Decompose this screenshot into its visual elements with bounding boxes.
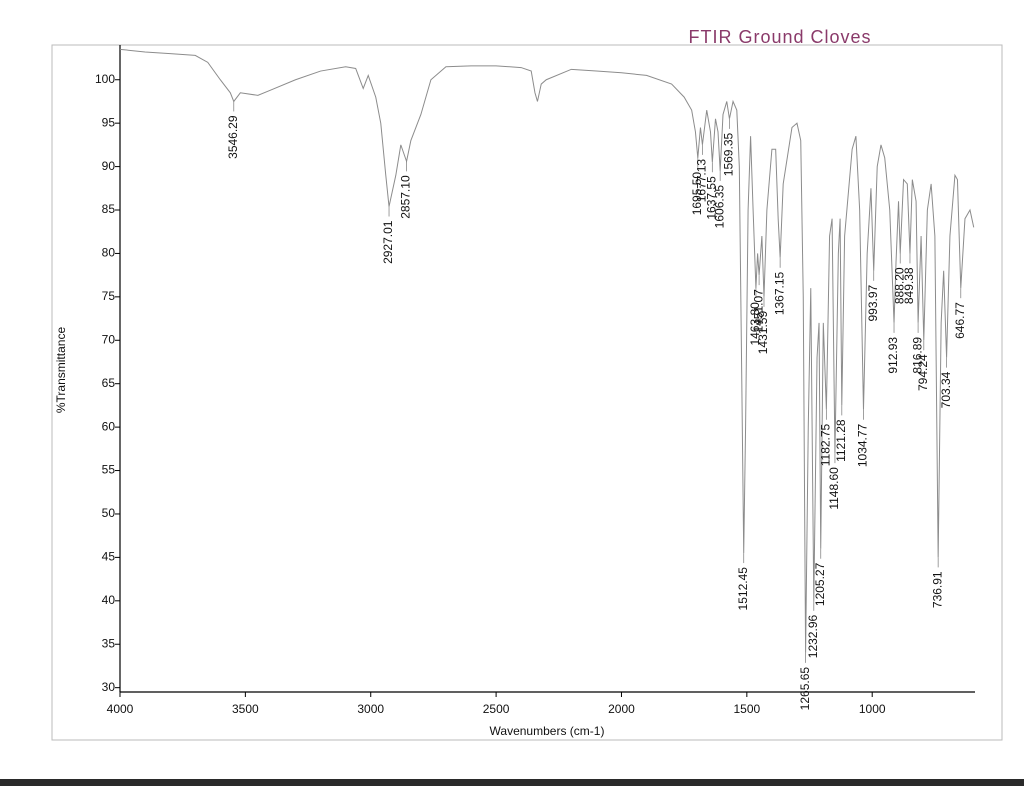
chart-title: FTIR Ground Cloves	[688, 27, 871, 47]
x-tick-label: 2000	[608, 702, 635, 716]
peak-label: 646.77	[953, 302, 967, 339]
peak-label: 1606.35	[712, 185, 726, 229]
peak-label: 1121.28	[834, 419, 848, 462]
x-tick-label: 4000	[107, 702, 134, 716]
y-axis-label: %Transmittance	[54, 327, 68, 414]
y-tick-label: 80	[102, 246, 116, 260]
y-tick-label: 100	[95, 72, 115, 86]
y-tick-label: 35	[102, 636, 116, 650]
peak-label: 1034.77	[856, 423, 870, 467]
peak-label: 794.24	[916, 354, 930, 391]
y-tick-label: 90	[102, 159, 116, 173]
peak-label: 1148.60	[827, 467, 841, 510]
peak-label: 888.20	[892, 267, 906, 304]
y-tick-label: 70	[102, 332, 116, 346]
x-tick-label: 1000	[859, 702, 886, 716]
peak-label: 1232.96	[806, 614, 820, 658]
x-axis-label: Wavenumbers (cm-1)	[490, 724, 605, 738]
peak-label: 1451.07	[751, 289, 765, 333]
y-tick-label: 65	[102, 376, 116, 390]
y-tick-label: 60	[102, 419, 116, 433]
peak-label: 1182.75	[819, 423, 833, 466]
peak-label: 1431.59	[756, 311, 770, 355]
y-tick-label: 85	[102, 202, 116, 216]
peak-label: 1265.65	[798, 667, 812, 711]
x-tick-label: 3000	[357, 702, 384, 716]
peak-label: 1205.27	[813, 562, 827, 606]
x-tick-label: 1500	[733, 702, 760, 716]
peak-label: 1637.55	[705, 176, 719, 220]
peak-label: 2857.10	[399, 175, 413, 219]
peak-label: 993.97	[866, 284, 880, 321]
peak-label: 816.89	[910, 337, 924, 374]
peak-label: 736.91	[930, 571, 944, 608]
x-tick-label: 3500	[232, 702, 259, 716]
x-tick-label: 2500	[483, 702, 510, 716]
y-tick-label: 45	[102, 550, 116, 564]
peak-label: 2927.01	[381, 220, 395, 264]
peak-label: 3546.29	[226, 115, 240, 159]
peak-label: 849.38	[902, 267, 916, 304]
y-tick-label: 95	[102, 115, 116, 129]
peak-label: 1695.50	[690, 172, 704, 216]
peak-label: 1512.45	[736, 567, 750, 611]
peak-label: 912.93	[886, 337, 900, 374]
y-tick-label: 30	[102, 680, 116, 694]
y-tick-label: 75	[102, 289, 116, 303]
y-tick-label: 40	[102, 593, 116, 607]
y-tick-label: 50	[102, 506, 116, 520]
frame	[51, 44, 1003, 741]
peak-label: 703.34	[939, 371, 953, 408]
peak-label: 1677.13	[695, 159, 709, 203]
y-tick-label: 55	[102, 463, 116, 477]
peak-label: 1463.80	[748, 302, 762, 346]
peak-label: 1367.15	[772, 271, 786, 315]
peak-label: 1569.35	[722, 133, 736, 177]
